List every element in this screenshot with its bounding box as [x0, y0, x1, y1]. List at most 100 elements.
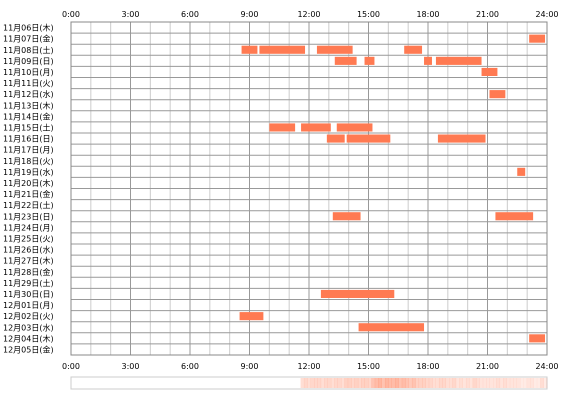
density-cell [533, 378, 538, 388]
row-date-label: 11月28日(金) [3, 267, 54, 277]
activity-bar [241, 45, 258, 54]
density-cell [469, 378, 474, 388]
density-cell [506, 378, 511, 388]
x-tick-label-bottom: 18:00 [416, 362, 439, 371]
row-date-label: 11月23日(日) [3, 212, 54, 221]
x-tick-label-top: 15:00 [357, 10, 380, 19]
activity-bar [259, 45, 306, 54]
density-cell [445, 378, 450, 388]
density-cell [499, 378, 504, 388]
density-cell [455, 378, 460, 388]
row-date-label: 11月09日(日) [3, 57, 54, 66]
activity-bar [336, 123, 373, 132]
density-cell [317, 378, 322, 388]
row-date-label: 11月22日(土) [3, 200, 54, 210]
x-tick-label-top: 6:00 [181, 10, 199, 19]
density-cell [347, 378, 352, 388]
row-date-label: 11月10日(月) [3, 68, 54, 77]
plot-frame [70, 21, 548, 356]
density-cell [341, 378, 345, 388]
density-cell [405, 378, 409, 388]
activity-bar [301, 123, 331, 132]
density-cell [523, 378, 528, 388]
density-cell [351, 378, 355, 388]
row-date-label: 11月12日(水) [3, 89, 54, 99]
x-tick-label-bottom: 0:00 [62, 362, 80, 371]
x-tick-label-bottom: 12:00 [297, 362, 320, 371]
density-cell [428, 378, 433, 388]
density-cell [452, 378, 457, 388]
density-cell [415, 378, 420, 388]
density-cell [384, 378, 389, 388]
density-strip-frame [70, 376, 548, 390]
density-cell [509, 378, 514, 388]
row-date-label: 11月15日(土) [3, 123, 54, 133]
density-cell [364, 378, 369, 388]
density-cell [513, 378, 517, 388]
density-cell [459, 378, 463, 388]
row-date-label: 11月17日(月) [3, 146, 54, 155]
density-cell [361, 378, 366, 388]
row-date-label: 11月07日(金) [3, 34, 54, 44]
density-cell [492, 378, 497, 388]
activity-bar [404, 45, 423, 54]
activity-bar [239, 312, 264, 321]
x-tick-label-top: 18:00 [416, 10, 439, 19]
density-cell [300, 378, 305, 388]
activity-bar [326, 134, 345, 143]
density-cell [476, 378, 480, 388]
density-cell [303, 378, 308, 388]
density-cell [334, 378, 338, 388]
density-cell [530, 378, 534, 388]
x-tick-label-bottom: 3:00 [122, 362, 140, 371]
activity-bar [358, 323, 425, 332]
density-cell [425, 378, 430, 388]
x-tick-label-top: 3:00 [122, 10, 140, 19]
row-date-label: 11月25日(火) [3, 235, 54, 244]
density-cell [408, 378, 413, 388]
row-date-label: 11月29日(土) [3, 278, 54, 288]
density-cell [482, 378, 487, 388]
activity-bar [517, 167, 526, 176]
row-date-label: 11月27日(木) [3, 256, 54, 266]
activity-bar [332, 212, 361, 221]
density-cell [472, 378, 477, 388]
x-tick-label-top: 0:00 [62, 10, 80, 19]
activity-bar [320, 289, 395, 298]
activity-bar [437, 134, 486, 143]
density-cell [540, 378, 544, 388]
row-date-label: 11月13日(木) [3, 100, 54, 110]
row-date-label: 11月21日(金) [3, 189, 54, 199]
row-date-label: 11月20日(木) [3, 178, 54, 188]
row-date-label: 12月02日(火) [3, 312, 54, 321]
density-cell [422, 378, 426, 388]
density-cell [442, 378, 447, 388]
x-tick-label-top: 12:00 [297, 10, 320, 19]
density-cell [543, 378, 548, 388]
density-cell [432, 378, 436, 388]
row-date-label: 11月24日(月) [3, 223, 54, 232]
density-cell [381, 378, 386, 388]
density-cell [503, 378, 507, 388]
density-cell [307, 378, 311, 388]
density-cell [310, 378, 315, 388]
x-tick-label-bottom: 6:00 [181, 362, 199, 371]
density-cell [388, 378, 393, 388]
density-cell [330, 378, 335, 388]
activity-bar [489, 90, 506, 99]
density-cell [357, 378, 362, 388]
density-cell [354, 378, 359, 388]
density-cell [314, 378, 318, 388]
density-cell [449, 378, 453, 388]
density-cell [395, 378, 399, 388]
row-date-label: 11月16日(日) [3, 135, 54, 144]
row-date-label: 11月19日(水) [3, 167, 54, 177]
row-date-label: 12月01日(月) [3, 301, 54, 310]
activity-bar [495, 212, 534, 221]
activity-bar [529, 334, 546, 343]
activity-bar [269, 123, 296, 132]
x-tick-label-top: 21:00 [476, 10, 499, 19]
row-date-label: 11月26日(水) [3, 245, 54, 255]
activity-bar [364, 56, 375, 65]
density-cell [479, 378, 484, 388]
